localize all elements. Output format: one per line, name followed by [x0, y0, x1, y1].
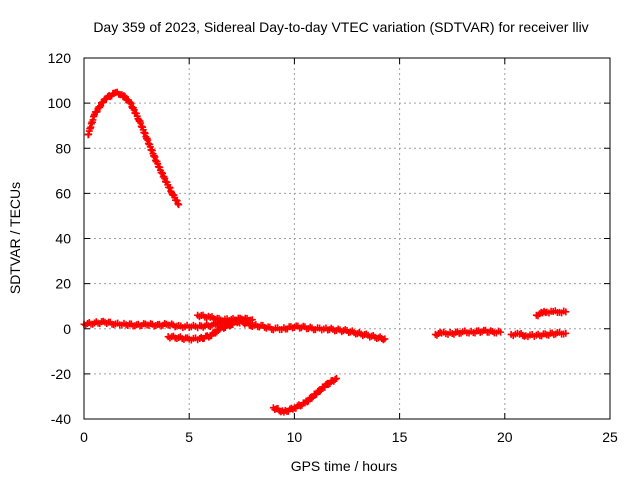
x-tick-label: 0	[80, 429, 88, 445]
y-tick-label: 40	[55, 231, 71, 247]
series-1	[84, 88, 183, 209]
data-marks	[80, 88, 570, 416]
x-tick-label: 10	[287, 429, 303, 445]
x-tick-label: 25	[602, 429, 618, 445]
data-point	[325, 380, 333, 388]
series-7	[507, 328, 570, 341]
x-tick-label: 5	[185, 429, 193, 445]
y-tick-label: 0	[63, 321, 71, 337]
series-8	[532, 307, 570, 320]
axis-ticks: 0 5 10 15 20 25 -40 -20 0 20 40 60 80 100 120	[48, 50, 618, 445]
y-axis-label: SDTVAR / TECUs	[7, 182, 23, 294]
data-point	[175, 201, 183, 209]
y-tick-label: -40	[51, 411, 71, 427]
x-axis-label: GPS time / hours	[291, 458, 398, 474]
y-tick-label: -20	[51, 366, 71, 382]
grid	[84, 58, 610, 419]
y-tick-label: 20	[55, 276, 71, 292]
series-6	[431, 326, 505, 339]
plot-frame	[83, 57, 611, 420]
y-tick-label: 60	[55, 185, 71, 201]
data-point	[381, 335, 389, 343]
data-point	[331, 375, 339, 383]
chart-title: Day 359 of 2023, Sidereal Day-to-day VTE…	[93, 19, 588, 35]
data-point	[562, 329, 570, 337]
y-tick-label: 100	[48, 95, 72, 111]
data-point	[332, 374, 340, 382]
x-tick-label: 15	[392, 429, 408, 445]
y-tick-label: 80	[55, 140, 71, 156]
series-5	[269, 374, 340, 416]
series-4	[194, 311, 256, 325]
data-point	[120, 92, 128, 100]
y-tick-label: 120	[48, 50, 72, 66]
data-point	[497, 328, 505, 336]
x-tick-label: 20	[497, 429, 513, 445]
data-point	[562, 308, 570, 316]
data-point	[316, 387, 324, 395]
data-point	[248, 316, 256, 324]
data-point	[212, 329, 219, 337]
